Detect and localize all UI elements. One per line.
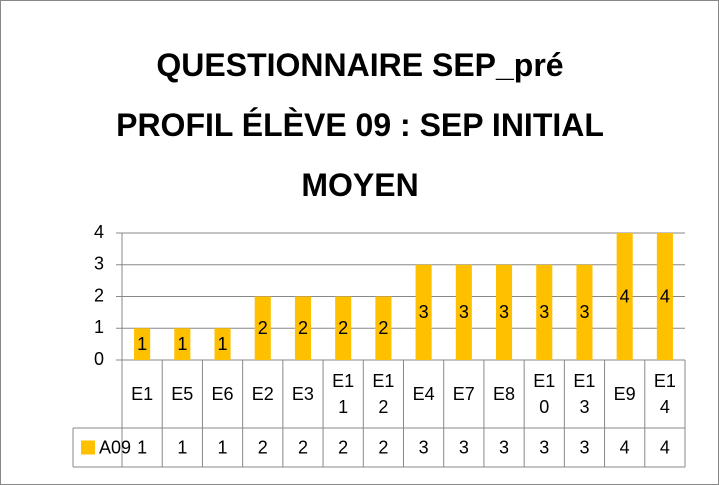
data-label: 4	[660, 286, 670, 306]
x-tick-label: E5	[171, 384, 194, 404]
bar	[254, 296, 271, 360]
data-label: 1	[218, 334, 228, 354]
table-value: 3	[499, 437, 509, 457]
bar	[616, 233, 633, 360]
data-label: 3	[579, 302, 589, 322]
table-value: 1	[137, 437, 147, 457]
data-label: 1	[177, 334, 187, 354]
x-tick-label-box: E11	[332, 371, 355, 417]
data-label: 4	[620, 286, 630, 306]
bar	[495, 264, 513, 360]
table-value: 3	[579, 437, 589, 457]
bar	[576, 264, 593, 360]
data-label: 3	[419, 302, 429, 322]
x-tick-label: E2	[251, 384, 274, 404]
y-tick-label: 3	[94, 254, 104, 274]
x-tick-label-box: E7	[452, 384, 475, 404]
bar	[335, 296, 352, 360]
table-value: 2	[378, 437, 388, 457]
table-value: 1	[177, 437, 187, 457]
x-tick-label: E13	[573, 371, 596, 417]
x-tick-label-box: E9	[613, 384, 636, 404]
table-value: 3	[419, 437, 429, 457]
data-label: 2	[298, 318, 308, 338]
table-value: 2	[298, 437, 308, 457]
table-value: 2	[258, 437, 268, 457]
x-tick-label-box: E13	[573, 371, 596, 417]
bar	[536, 264, 553, 360]
bar	[214, 328, 231, 360]
x-tick-label-box: E2	[251, 384, 274, 404]
data-label: 3	[539, 302, 549, 322]
table-value: 2	[338, 437, 348, 457]
legend-label: A09	[99, 437, 131, 457]
x-tick-label-box: E8	[493, 384, 516, 404]
x-tick-label-box: E1	[131, 384, 154, 404]
x-tick-label-box: E10	[533, 371, 556, 417]
bar	[174, 328, 191, 360]
x-tick-label: E11	[332, 371, 355, 417]
x-tick-label-box: E6	[211, 384, 234, 404]
table-value: 4	[620, 437, 630, 457]
table-value: 4	[660, 437, 670, 457]
bar	[455, 264, 472, 360]
y-tick-label: 0	[94, 349, 104, 369]
x-tick-label: E7	[452, 384, 475, 404]
data-label: 3	[499, 302, 509, 322]
data-label: 3	[459, 302, 469, 322]
table-value: 1	[218, 437, 228, 457]
bar	[294, 296, 312, 360]
table-value: 3	[539, 437, 549, 457]
bar	[415, 264, 432, 360]
x-tick-label: E4	[412, 384, 435, 404]
x-tick-label: E3	[291, 384, 314, 404]
x-tick-label: E10	[533, 371, 556, 417]
x-tick-label: E6	[211, 384, 234, 404]
title-box: QUESTIONNAIRE SEP_pré PROFIL ÉLÈVE 09 : …	[116, 47, 604, 203]
x-tick-label-box: E5	[171, 384, 194, 404]
x-tick-label-box: E4	[412, 384, 435, 404]
x-tick-label: E14	[653, 371, 676, 417]
x-tick-label-box: E14	[653, 371, 676, 417]
x-tick-label-box: E12	[372, 371, 395, 417]
x-tick-label: E8	[493, 384, 516, 404]
data-label: 2	[338, 318, 348, 338]
x-tick-label-box: E3	[291, 384, 314, 404]
x-tick-label: E9	[613, 384, 636, 404]
bar	[134, 328, 151, 360]
y-tick-label: 2	[94, 285, 104, 305]
y-tick-label: 1	[94, 317, 104, 337]
bar	[375, 296, 392, 360]
table-value: 3	[459, 437, 469, 457]
legend-key	[81, 440, 95, 455]
y-tick-label: 4	[94, 222, 104, 242]
data-label: 2	[258, 318, 268, 338]
data-label: 1	[137, 334, 147, 354]
x-tick-label: E12	[372, 371, 395, 417]
chart-title: QUESTIONNAIRE SEP_pré PROFIL ÉLÈVE 09 : …	[116, 47, 604, 203]
data-label: 2	[378, 318, 388, 338]
x-tick-label: E1	[131, 384, 154, 404]
bar	[656, 233, 673, 360]
